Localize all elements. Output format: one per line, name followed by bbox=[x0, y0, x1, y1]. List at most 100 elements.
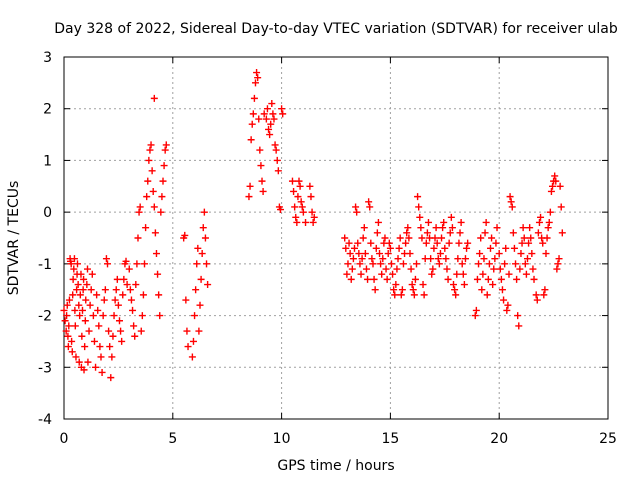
data-point bbox=[543, 234, 551, 242]
data-point bbox=[373, 229, 381, 237]
data-point bbox=[500, 296, 508, 304]
data-point bbox=[523, 255, 531, 263]
data-point bbox=[391, 291, 399, 299]
data-point bbox=[270, 115, 278, 123]
data-point bbox=[416, 213, 424, 221]
data-point bbox=[395, 244, 403, 252]
data-point bbox=[155, 291, 163, 299]
data-point bbox=[460, 281, 468, 289]
data-point bbox=[420, 291, 428, 299]
data-point bbox=[306, 182, 314, 190]
data-point bbox=[476, 250, 484, 258]
data-point bbox=[485, 260, 493, 268]
data-point bbox=[70, 265, 78, 273]
data-point bbox=[392, 281, 400, 289]
data-point bbox=[526, 224, 534, 232]
data-point bbox=[508, 203, 516, 211]
data-point bbox=[251, 79, 259, 87]
data-point bbox=[114, 301, 122, 309]
data-point bbox=[246, 182, 254, 190]
data-point bbox=[295, 177, 303, 185]
data-point bbox=[408, 281, 416, 289]
data-point bbox=[419, 281, 427, 289]
data-point bbox=[371, 286, 379, 294]
data-point bbox=[491, 255, 499, 263]
data-point bbox=[100, 296, 108, 304]
data-point bbox=[444, 275, 452, 283]
data-point bbox=[464, 239, 472, 247]
data-point bbox=[553, 265, 561, 273]
data-point bbox=[522, 270, 530, 278]
data-point bbox=[456, 229, 464, 237]
data-point bbox=[272, 146, 280, 154]
data-point bbox=[556, 182, 564, 190]
data-point bbox=[434, 255, 442, 263]
data-point bbox=[386, 244, 394, 252]
data-point bbox=[123, 281, 131, 289]
data-point bbox=[266, 131, 274, 139]
data-point bbox=[424, 218, 432, 226]
data-point bbox=[104, 260, 112, 268]
data-point bbox=[78, 306, 86, 314]
data-point bbox=[377, 260, 385, 268]
data-point bbox=[108, 353, 116, 361]
data-point bbox=[458, 260, 466, 268]
data-point bbox=[348, 265, 356, 273]
data-point bbox=[385, 239, 393, 247]
data-point bbox=[501, 260, 509, 268]
data-point bbox=[397, 291, 405, 299]
data-point bbox=[407, 265, 415, 273]
data-point bbox=[482, 218, 490, 226]
data-point bbox=[495, 250, 503, 258]
data-point bbox=[411, 275, 419, 283]
data-point bbox=[88, 270, 96, 278]
data-point bbox=[247, 136, 255, 144]
data-point bbox=[81, 317, 89, 325]
data-point bbox=[448, 224, 456, 232]
data-point bbox=[390, 286, 398, 294]
data-point bbox=[537, 213, 545, 221]
data-point bbox=[435, 260, 443, 268]
data-point bbox=[350, 244, 358, 252]
data-point bbox=[513, 275, 521, 283]
data-point bbox=[298, 203, 306, 211]
data-point bbox=[260, 110, 268, 118]
data-point bbox=[146, 146, 154, 154]
data-point bbox=[263, 105, 271, 113]
data-point bbox=[368, 255, 376, 263]
data-point bbox=[383, 275, 391, 283]
data-point bbox=[506, 193, 514, 201]
data-point bbox=[389, 270, 397, 278]
data-point bbox=[73, 286, 81, 294]
data-point bbox=[488, 234, 496, 242]
data-point bbox=[76, 291, 84, 299]
data-point bbox=[258, 177, 266, 185]
data-point bbox=[358, 255, 366, 263]
data-point bbox=[504, 301, 512, 309]
data-point bbox=[293, 218, 301, 226]
data-point bbox=[370, 275, 378, 283]
data-points bbox=[60, 69, 566, 382]
data-point bbox=[489, 281, 497, 289]
data-point bbox=[90, 337, 98, 345]
data-point bbox=[403, 229, 411, 237]
axis-ticks: 0 5 10 15 20 25 -4 -3 -2 -1 0 1 2 3 bbox=[38, 50, 617, 447]
data-point bbox=[516, 265, 524, 273]
data-point bbox=[413, 260, 421, 268]
data-point bbox=[357, 270, 365, 278]
data-point bbox=[290, 187, 298, 195]
data-point bbox=[98, 368, 106, 376]
data-point bbox=[191, 312, 199, 320]
data-point bbox=[406, 250, 414, 258]
data-point bbox=[296, 182, 304, 190]
data-point bbox=[551, 172, 559, 180]
data-point bbox=[259, 187, 267, 195]
x-tick-label: 10 bbox=[273, 431, 291, 447]
data-point bbox=[547, 187, 555, 195]
data-point bbox=[147, 141, 155, 149]
data-point bbox=[443, 265, 451, 273]
data-point bbox=[158, 193, 166, 201]
data-point bbox=[450, 281, 458, 289]
data-point bbox=[498, 286, 506, 294]
data-point bbox=[67, 260, 75, 268]
